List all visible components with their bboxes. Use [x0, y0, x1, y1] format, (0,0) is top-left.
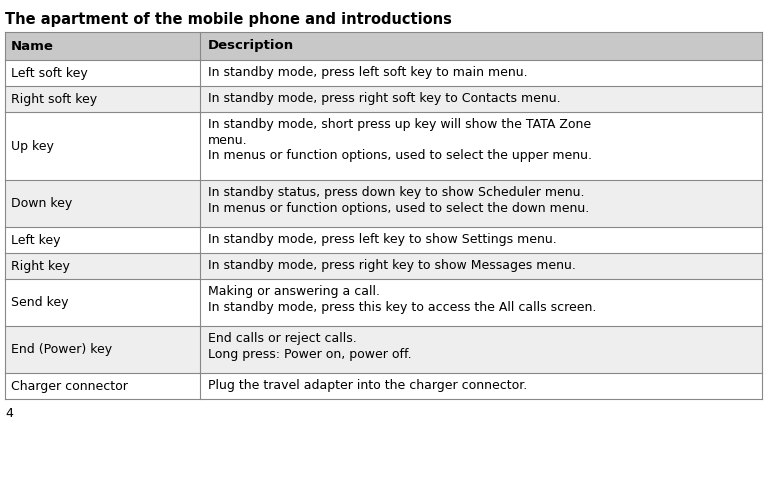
Text: Making or answering a call.: Making or answering a call.: [208, 285, 380, 298]
Text: In standby mode, short press up key will show the TATA Zone: In standby mode, short press up key will…: [208, 118, 591, 131]
Text: In menus or function options, used to select the upper menu.: In menus or function options, used to se…: [208, 149, 592, 162]
Bar: [5, 253, 762, 279]
Text: Description: Description: [208, 40, 294, 52]
Bar: [5, 180, 762, 227]
Text: Up key: Up key: [11, 140, 54, 152]
Text: In standby mode, press left soft key to main menu.: In standby mode, press left soft key to …: [208, 66, 527, 79]
Text: Charger connector: Charger connector: [11, 379, 128, 392]
Text: End (Power) key: End (Power) key: [11, 343, 112, 356]
Bar: [5, 373, 762, 399]
Text: In standby mode, press right key to show Messages menu.: In standby mode, press right key to show…: [208, 259, 576, 272]
Text: Name: Name: [11, 40, 54, 52]
Text: Right soft key: Right soft key: [11, 93, 97, 105]
Text: Down key: Down key: [11, 197, 72, 210]
Text: menu.: menu.: [208, 133, 248, 147]
Text: The apartment of the mobile phone and introductions: The apartment of the mobile phone and in…: [5, 12, 452, 27]
Bar: [5, 86, 762, 112]
Text: Left soft key: Left soft key: [11, 67, 88, 79]
Text: In standby mode, press left key to show Settings menu.: In standby mode, press left key to show …: [208, 233, 557, 246]
Text: 4: 4: [5, 407, 13, 420]
Bar: [5, 279, 762, 326]
Text: Long press: Power on, power off.: Long press: Power on, power off.: [208, 347, 412, 361]
Bar: [5, 60, 762, 86]
Text: End calls or reject calls.: End calls or reject calls.: [208, 332, 357, 345]
Text: Plug the travel adapter into the charger connector.: Plug the travel adapter into the charger…: [208, 379, 527, 392]
Text: In menus or function options, used to select the down menu.: In menus or function options, used to se…: [208, 201, 589, 215]
Text: In standby status, press down key to show Scheduler menu.: In standby status, press down key to sho…: [208, 186, 584, 199]
Bar: [5, 326, 762, 373]
Bar: [5, 112, 762, 180]
Text: In standby mode, press this key to access the All calls screen.: In standby mode, press this key to acces…: [208, 300, 597, 314]
Bar: [5, 227, 762, 253]
Text: Left key: Left key: [11, 234, 61, 246]
Text: Send key: Send key: [11, 296, 69, 309]
Text: Right key: Right key: [11, 260, 70, 272]
Text: In standby mode, press right soft key to Contacts menu.: In standby mode, press right soft key to…: [208, 92, 561, 105]
Bar: [5, 32, 762, 60]
